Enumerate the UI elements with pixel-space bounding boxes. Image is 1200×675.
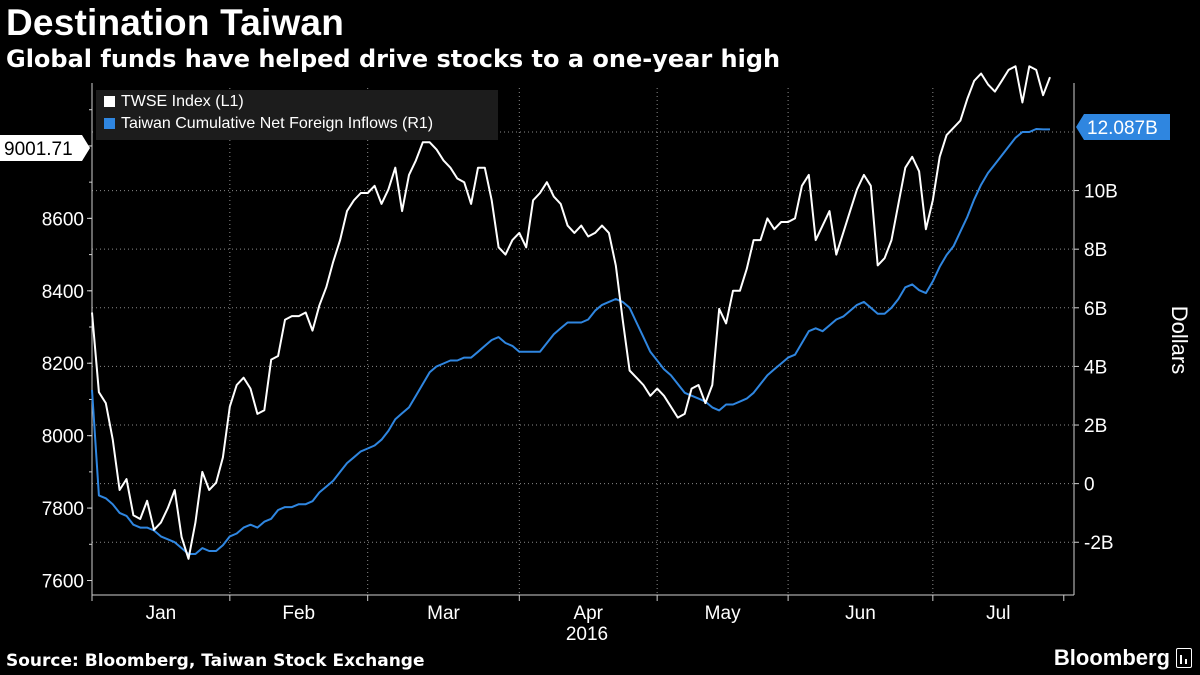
- last-value-tag-twse: [0, 135, 90, 161]
- legend-swatch-inflows: [104, 118, 115, 129]
- left-axis-tick-label: 8200: [42, 354, 84, 375]
- right-axis-tick-label: 10B: [1084, 182, 1118, 203]
- series-line-twse: [91, 65, 1051, 560]
- x-axis-month-label: Jan: [146, 603, 177, 624]
- right-axis-tick-label: -2B: [1084, 533, 1114, 554]
- bloomberg-logo: Bloomberg: [1054, 645, 1192, 671]
- x-axis-month-label: May: [705, 603, 741, 624]
- value-labels: 9001.71 12.087B: [0, 114, 1170, 161]
- x-axis-month-label: Mar: [427, 603, 460, 624]
- legend-swatch-twse: [104, 96, 115, 107]
- right-axis-tick-label: 8B: [1084, 240, 1107, 261]
- legend-label-twse: TWSE Index (L1): [121, 93, 244, 110]
- x-axis-month-label: Apr: [573, 603, 603, 624]
- left-axis-tick-label: 8600: [42, 209, 84, 230]
- grid-lines: [92, 88, 1074, 595]
- legend-label-inflows: Taiwan Cumulative Net Foreign Inflows (R…: [121, 115, 433, 132]
- right-axis-tick-label: 6B: [1084, 299, 1107, 320]
- series-lines: [91, 65, 1051, 560]
- brand-name: Bloomberg: [1053, 645, 1170, 670]
- x-axis-month-label: Feb: [282, 603, 315, 624]
- right-axis-tick-label: 4B: [1084, 357, 1107, 378]
- left-axis-tick-label: 7600: [42, 572, 84, 593]
- chart-subtitle: Global funds have helped drive stocks to…: [6, 45, 781, 73]
- series-line-inflows: [91, 128, 1050, 555]
- right-axis-tick-label: 0: [1084, 475, 1095, 496]
- x-axis-title: 2016: [566, 624, 608, 645]
- bloomberg-chart-icon: [1176, 648, 1192, 668]
- x-axis-month-label: Jun: [845, 603, 876, 624]
- source-note: Source: Bloomberg, Taiwan Stock Exchange: [6, 651, 425, 671]
- right-axis-tick-label: 2B: [1084, 416, 1107, 437]
- axes: 7600780080008200840086008800-2B02B4B6B8B…: [42, 83, 1192, 645]
- chart-title: Destination Taiwan: [6, 2, 345, 43]
- last-value-label-twse: 9001.71: [4, 139, 73, 160]
- left-axis-tick-label: 8400: [42, 282, 84, 303]
- left-axis-tick-label: 8000: [42, 427, 84, 448]
- left-axis-tick-label: 7800: [42, 499, 84, 520]
- legend-box: [96, 90, 498, 140]
- right-axis-title: Dollars: [1167, 306, 1192, 374]
- x-axis-month-label: Jul: [986, 603, 1010, 624]
- last-value-label-inflows: 12.087B: [1087, 118, 1158, 139]
- legend: TWSE Index (L1) Taiwan Cumulative Net For…: [96, 90, 498, 140]
- last-value-tag-inflows: [1076, 114, 1170, 140]
